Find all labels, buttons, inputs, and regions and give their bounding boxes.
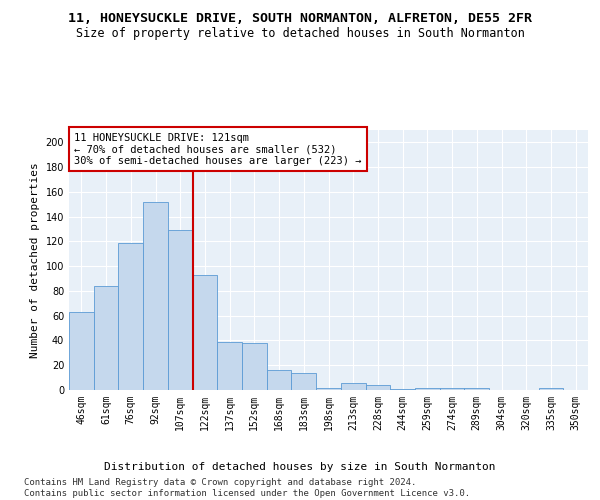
Bar [415,388,440,390]
Bar [390,389,415,390]
Bar [341,382,365,390]
Text: Size of property relative to detached houses in South Normanton: Size of property relative to detached ho… [76,28,524,40]
Bar [365,385,390,390]
Bar [118,242,143,390]
Bar [168,230,193,390]
Text: 11, HONEYSUCKLE DRIVE, SOUTH NORMANTON, ALFRETON, DE55 2FR: 11, HONEYSUCKLE DRIVE, SOUTH NORMANTON, … [68,12,532,26]
Bar [267,370,292,390]
Bar [193,275,217,390]
Bar [94,286,118,390]
Text: Contains HM Land Registry data © Crown copyright and database right 2024.
Contai: Contains HM Land Registry data © Crown c… [24,478,470,498]
Y-axis label: Number of detached properties: Number of detached properties [30,162,40,358]
Text: Distribution of detached houses by size in South Normanton: Distribution of detached houses by size … [104,462,496,472]
Text: 11 HONEYSUCKLE DRIVE: 121sqm
← 70% of detached houses are smaller (532)
30% of s: 11 HONEYSUCKLE DRIVE: 121sqm ← 70% of de… [74,132,362,166]
Bar [242,343,267,390]
Bar [440,388,464,390]
Bar [464,388,489,390]
Bar [292,372,316,390]
Bar [143,202,168,390]
Bar [217,342,242,390]
Bar [539,388,563,390]
Bar [316,388,341,390]
Bar [69,312,94,390]
